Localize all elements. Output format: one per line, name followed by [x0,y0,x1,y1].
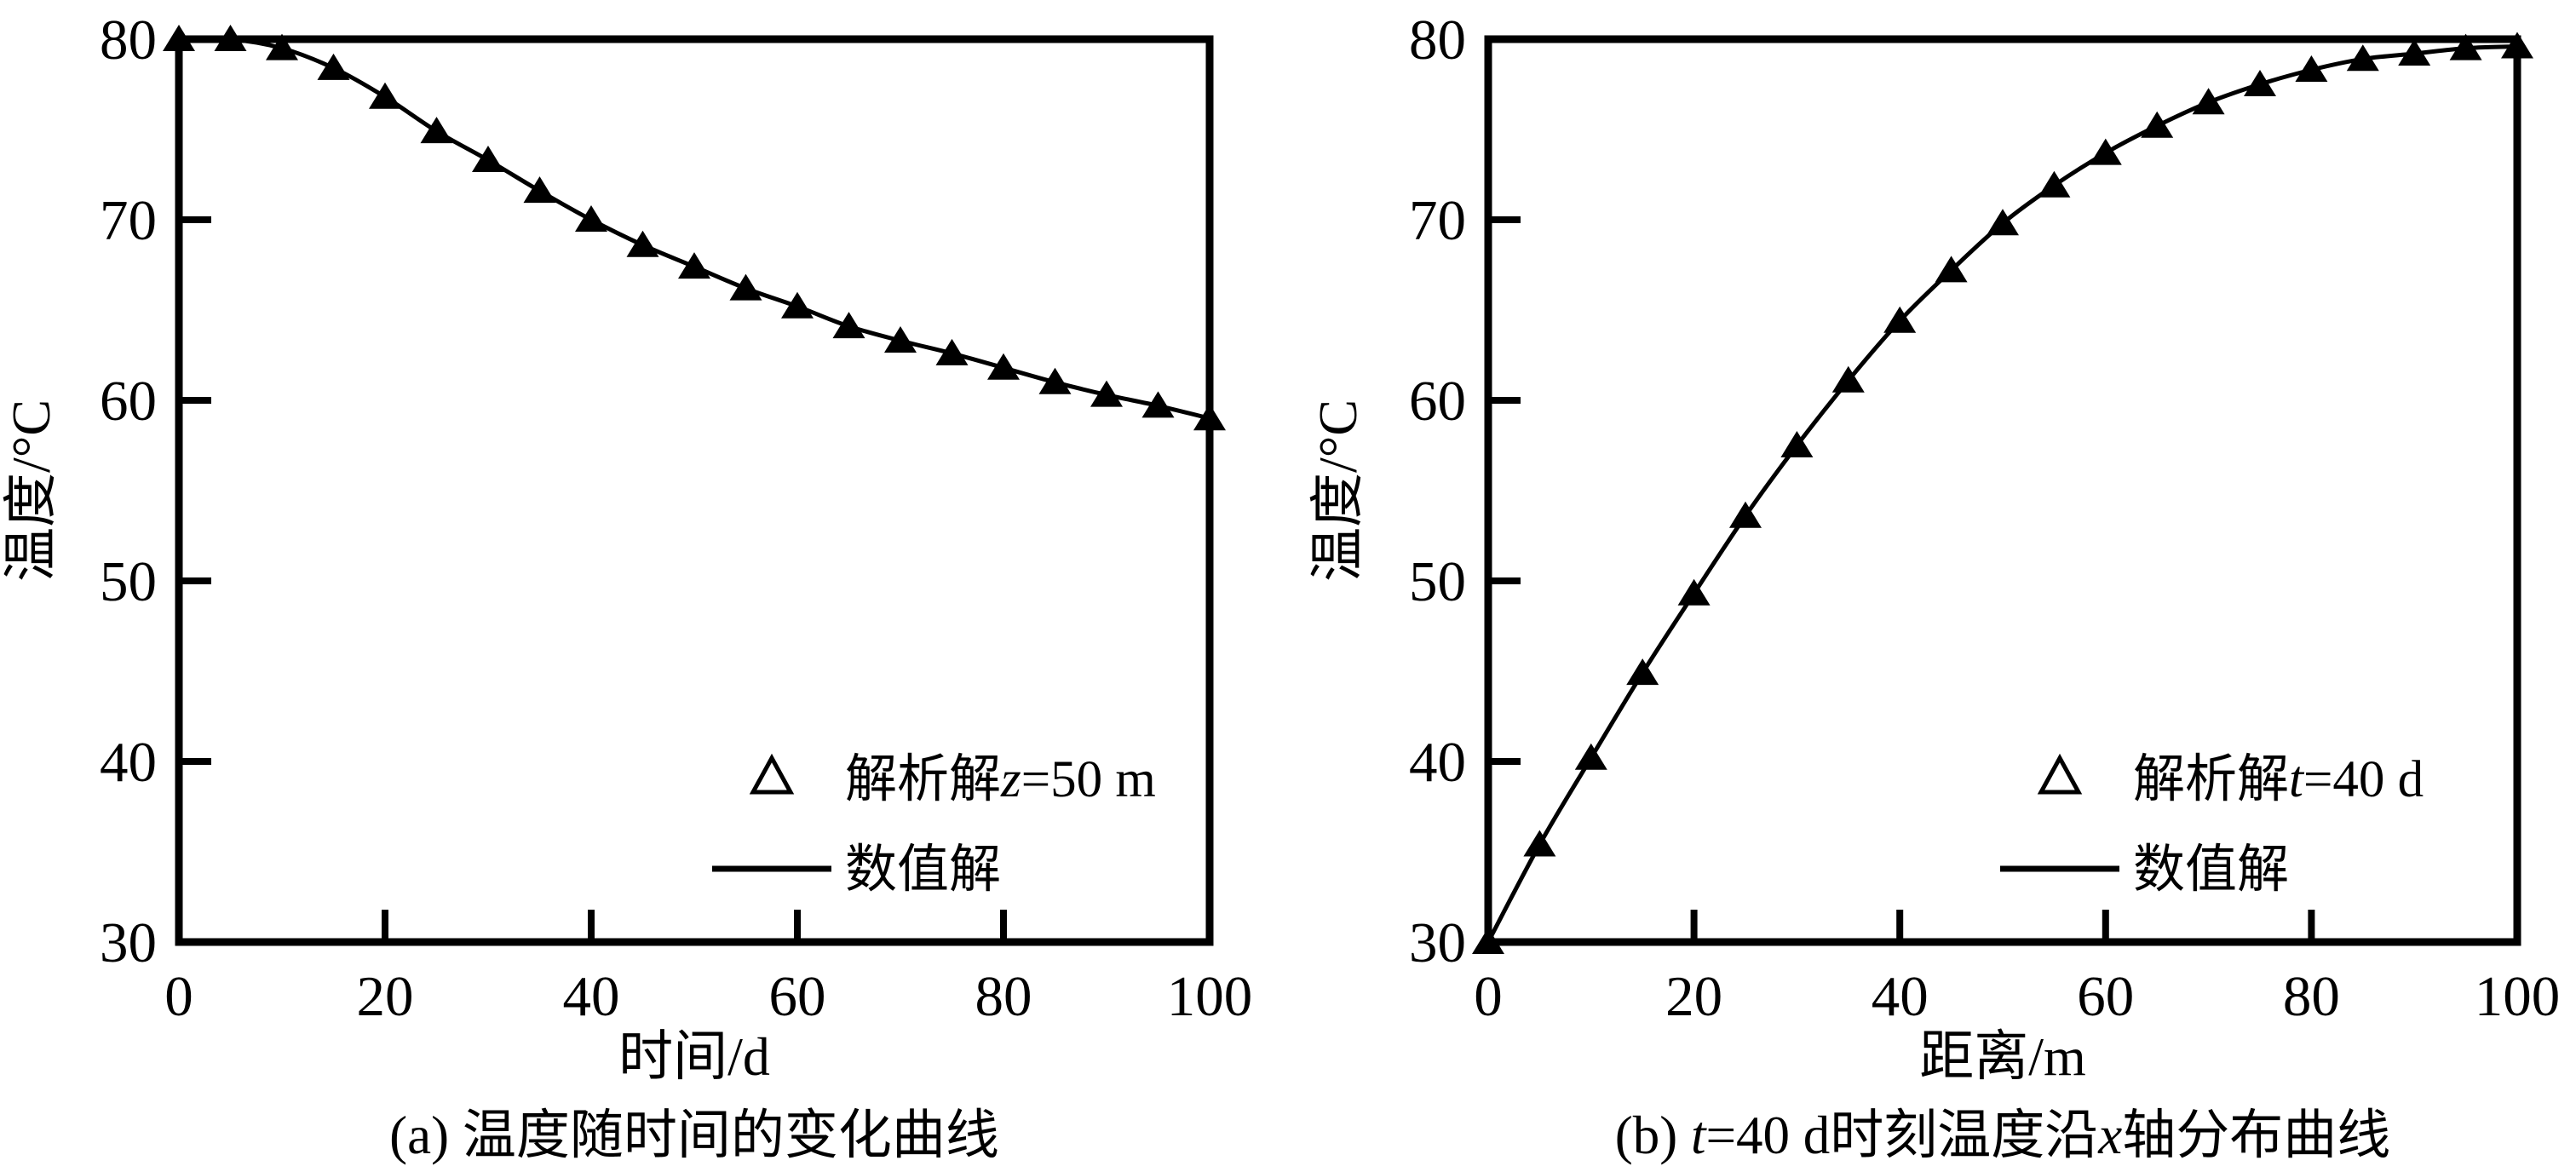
analytic-solution-marker [523,176,556,204]
y-tick-label: 50 [1409,550,1466,613]
analytic-solution-marker [935,338,969,365]
x-tick-label: 80 [2283,965,2340,1028]
legend-label-numeric: 数值解 [845,842,1001,899]
analytic-solution-marker [420,117,453,144]
analytic-solution-marker [1677,578,1711,606]
analytic-solution-marker [1987,209,2019,236]
y-tick-label: 80 [1409,9,1466,72]
analytic-solution-marker [626,230,659,257]
x-tick-label: 100 [2475,965,2561,1028]
y-axis-label: 温度/°C [1308,399,1368,582]
analytic-solution-marker [317,53,350,80]
analytic-solution-marker [1090,380,1123,407]
chart-b-temperature-vs-distance: 0 20 40 60 80 100 30 40 50 60 70 80 距离/m 温度/°C 解析解t=40… [1308,9,2561,1165]
analytic-solution-marker [2192,88,2225,115]
legend-label-analytic: 解析解t=40 d [2133,751,2424,808]
analytic-solution-marker [266,33,298,60]
analytic-solution-marker [2501,32,2533,59]
analytic-solution-marker [1729,501,1762,528]
analytic-solution-marker [472,146,504,172]
analytic-solution-marker [2038,170,2071,198]
y-tick-label: 30 [1409,911,1466,974]
y-tick-label: 30 [100,911,157,974]
analytic-solution-marker [2449,33,2482,60]
legend-open-triangle-icon [749,753,795,795]
analytic-solution-marker [2089,138,2122,165]
legend: 解析解z=50 m 数值解 [712,751,1156,899]
chart-a-temperature-vs-time: 0 20 40 60 80 100 30 40 50 60 70 80 时间/d 温度/°C 解析解z=50… [1,9,1253,1165]
analytic-solution-marker [781,291,814,319]
legend-label-analytic: 解析解z=50 m [845,751,1156,808]
y-tick-label: 70 [1409,189,1466,252]
x-axis-label: 时间/d [618,1026,770,1087]
x-tick-label: 20 [1665,965,1722,1028]
x-axis-label: 距离/m [1919,1026,2086,1087]
legend-label-numeric: 数值解 [2133,842,2289,899]
y-tick-label: 60 [1409,370,1466,433]
x-tick-label: 20 [357,965,414,1028]
analytic-solution-marker [1780,431,1814,457]
x-tick-label: 60 [769,965,826,1028]
y-tick-label: 70 [100,189,157,252]
x-tick-label: 0 [164,965,193,1028]
analytic-solution-marker [575,205,607,232]
plot-frame [175,35,1214,946]
analytic-solution-marker [2398,39,2431,66]
analytic-solution-marker [1935,256,1968,283]
legend-open-triangle-icon [2037,753,2083,795]
x-tick-label: 100 [1167,965,1253,1028]
panel-b: 0 20 40 60 80 100 30 40 50 60 70 80 距离/m 温度/°C 解析解t=40… [1288,0,2576,1172]
analytic-solution-marker [1626,658,1659,686]
panel-a: 0 20 40 60 80 100 30 40 50 60 70 80 时间/d 温度/°C 解析解z=50… [1,9,1253,1165]
numeric-solution-line [178,36,1210,421]
x-tick-label: 40 [563,965,620,1028]
analytic-solution-marker [678,252,710,279]
analytic-solution-marker [214,25,247,51]
analytic-solution-marker [2244,70,2276,96]
y-tick-label: 40 [1409,731,1466,794]
x-tick-label: 80 [975,965,1032,1028]
analytic-solution-marker [1472,928,1504,954]
plot-frame [1484,35,2521,946]
analytic-solution-marker [832,312,865,339]
analytic-solution-marker [369,82,401,109]
analytic-solution-marker [2295,55,2328,82]
analytic-solution-marker [729,273,762,301]
analytic-solution-marker [1523,830,1556,857]
x-tick-label: 60 [2077,965,2134,1028]
y-tick-label: 60 [100,370,157,433]
panel-caption: (b) t=40 d时刻温度沿x轴分布曲线 [1615,1106,2390,1165]
analytic-solution-marker [1193,404,1226,431]
analytic-solution-marker [884,326,917,353]
analytic-solution-marker [1883,306,1917,333]
y-tick-label: 80 [100,9,157,72]
analytic-solution-marker [1141,391,1175,418]
y-axis-label: 温度/°C [1,399,61,582]
panel-caption: (a) 温度随时间的变化曲线 [389,1106,999,1165]
x-tick-label: 0 [1474,965,1503,1028]
legend: 解析解t=40 d 数值解 [2000,751,2424,899]
analytic-solution-marker [163,25,195,51]
x-tick-label: 40 [1872,965,1929,1028]
y-tick-label: 50 [100,550,157,613]
analytic-solution-marker [2141,111,2174,138]
analytic-solution-marker [2346,44,2379,72]
analytic-solution-marker [1574,743,1607,770]
y-tick-label: 40 [100,731,157,794]
analytic-solution-marker [987,353,1020,380]
analytic-solution-marker [1831,365,1865,393]
analytic-solution-marker [1038,367,1072,394]
